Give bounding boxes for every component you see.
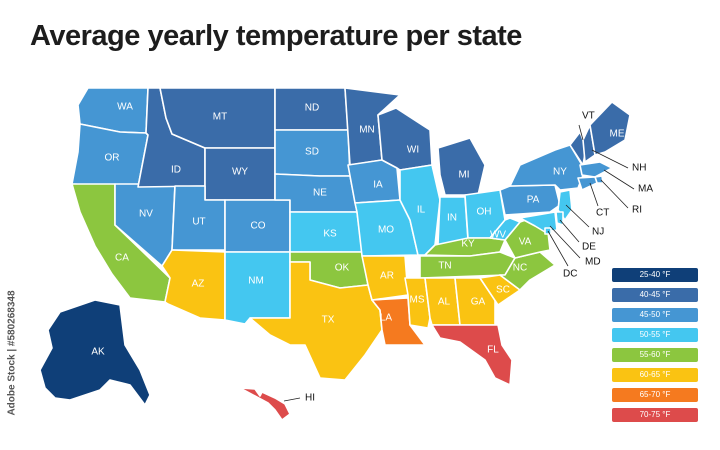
- state-wv: [489, 217, 521, 241]
- leader-line-ct: [589, 182, 599, 207]
- state-label-ga: GA: [471, 297, 486, 308]
- state-label-nv: NV: [139, 209, 153, 220]
- leader-line-ri: [600, 179, 629, 209]
- state-label-ri: RI: [632, 205, 642, 216]
- legend-item-1: 40-45 °F: [612, 288, 698, 302]
- state-ak: [39, 299, 151, 406]
- state-label-tx: TX: [322, 315, 335, 326]
- state-label-vt: VT: [582, 111, 595, 122]
- state-label-ok: OK: [335, 263, 350, 274]
- leader-line-md: [549, 225, 581, 259]
- state-label-wa: WA: [117, 102, 133, 113]
- leader-line-ma: [603, 169, 635, 190]
- state-label-ms: MS: [410, 295, 425, 306]
- state-label-hi: HI: [305, 393, 315, 404]
- label-leader-lines: [283, 124, 635, 402]
- legend-item-2: 45-50 °F: [612, 308, 698, 322]
- state-label-nm: NM: [248, 276, 264, 287]
- state-label-al: AL: [438, 297, 451, 308]
- state-label-tn: TN: [438, 261, 451, 272]
- state-label-nc: NC: [513, 263, 527, 274]
- state-label-mn: MN: [359, 125, 375, 136]
- state-labels: WA OR CA NV ID MT WY UT CO AZ NM ND SD NE KS OK TX MN IA MO…: [91, 102, 653, 404]
- state-label-id: ID: [171, 165, 181, 176]
- leader-line-vt: [578, 124, 584, 141]
- leader-line-hi: [283, 397, 301, 402]
- state-label-wi: WI: [407, 145, 419, 156]
- state-label-ne: NE: [313, 188, 327, 199]
- state-label-ny: NY: [553, 167, 567, 178]
- state-label-az: AZ: [192, 279, 205, 290]
- state-label-ak: AK: [91, 347, 105, 358]
- state-label-mt: MT: [213, 112, 227, 123]
- state-label-dc: DC: [563, 269, 577, 280]
- state-label-in: IN: [447, 213, 457, 224]
- state-ma: [579, 161, 613, 178]
- state-label-va: VA: [519, 237, 532, 248]
- leader-line-dc: [547, 230, 569, 267]
- legend-item-0: 25-40 °F: [612, 268, 698, 282]
- state-hi: [239, 387, 291, 421]
- state-tn: [419, 251, 516, 279]
- state-wi: [377, 107, 433, 171]
- state-label-ut: UT: [192, 217, 205, 228]
- state-label-la: LA: [380, 313, 393, 324]
- state-label-ks: KS: [323, 229, 337, 240]
- state-label-md: MD: [585, 257, 601, 268]
- state-label-ma: MA: [638, 184, 653, 195]
- state-label-ca: CA: [115, 253, 129, 264]
- state-ia: [347, 159, 401, 204]
- state-label-il: IL: [417, 205, 426, 216]
- legend-item-3: 50-55 °F: [612, 328, 698, 342]
- state-label-ar: AR: [380, 271, 394, 282]
- state-ga: [454, 277, 496, 326]
- state-fl: [431, 324, 513, 386]
- legend-item-6: 65-70 °F: [612, 388, 698, 402]
- state-label-nj: NJ: [592, 227, 604, 238]
- state-label-nd: ND: [305, 103, 319, 114]
- leader-line-de: [559, 219, 580, 243]
- state-label-ct: CT: [596, 208, 609, 219]
- map-title: Average yearly temperature per state: [30, 20, 522, 52]
- state-label-co: CO: [251, 221, 266, 232]
- state-label-mo: MO: [378, 225, 394, 236]
- legend-item-4: 55-60 °F: [612, 348, 698, 362]
- state-me: [589, 101, 631, 156]
- legend-item-7: 70-75 °F: [612, 408, 698, 422]
- leader-line-nh: [591, 149, 629, 169]
- state-ar: [361, 255, 409, 301]
- state-ct: [577, 176, 598, 191]
- state-label-ky: KY: [461, 239, 475, 250]
- stock-credit: Adobe Stock | #580268348: [6, 290, 18, 416]
- state-label-nh: NH: [632, 163, 646, 174]
- legend-item-5: 60-65 °F: [612, 368, 698, 382]
- state-nm: [224, 251, 291, 325]
- state-label-or: OR: [105, 153, 120, 164]
- leader-line-nj: [565, 204, 590, 228]
- map-legend: 25-40 °F 40-45 °F 45-50 °F 50-55 °F 55-60 °F…: [612, 268, 698, 428]
- state-label-me: ME: [610, 129, 625, 140]
- state-shapes: [39, 87, 631, 421]
- state-label-fl: FL: [487, 345, 499, 356]
- state-label-oh: OH: [477, 207, 492, 218]
- state-label-de: DE: [582, 242, 596, 253]
- state-label-pa: PA: [527, 195, 540, 206]
- state-label-ia: IA: [373, 180, 383, 191]
- state-label-sd: SD: [305, 147, 319, 158]
- state-label-sc: SC: [496, 285, 510, 296]
- state-label-wy: WY: [232, 167, 248, 178]
- state-mi: [437, 137, 486, 196]
- state-label-mi: MI: [458, 170, 469, 181]
- state-label-wv: WV: [490, 230, 506, 241]
- state-de: [555, 211, 564, 226]
